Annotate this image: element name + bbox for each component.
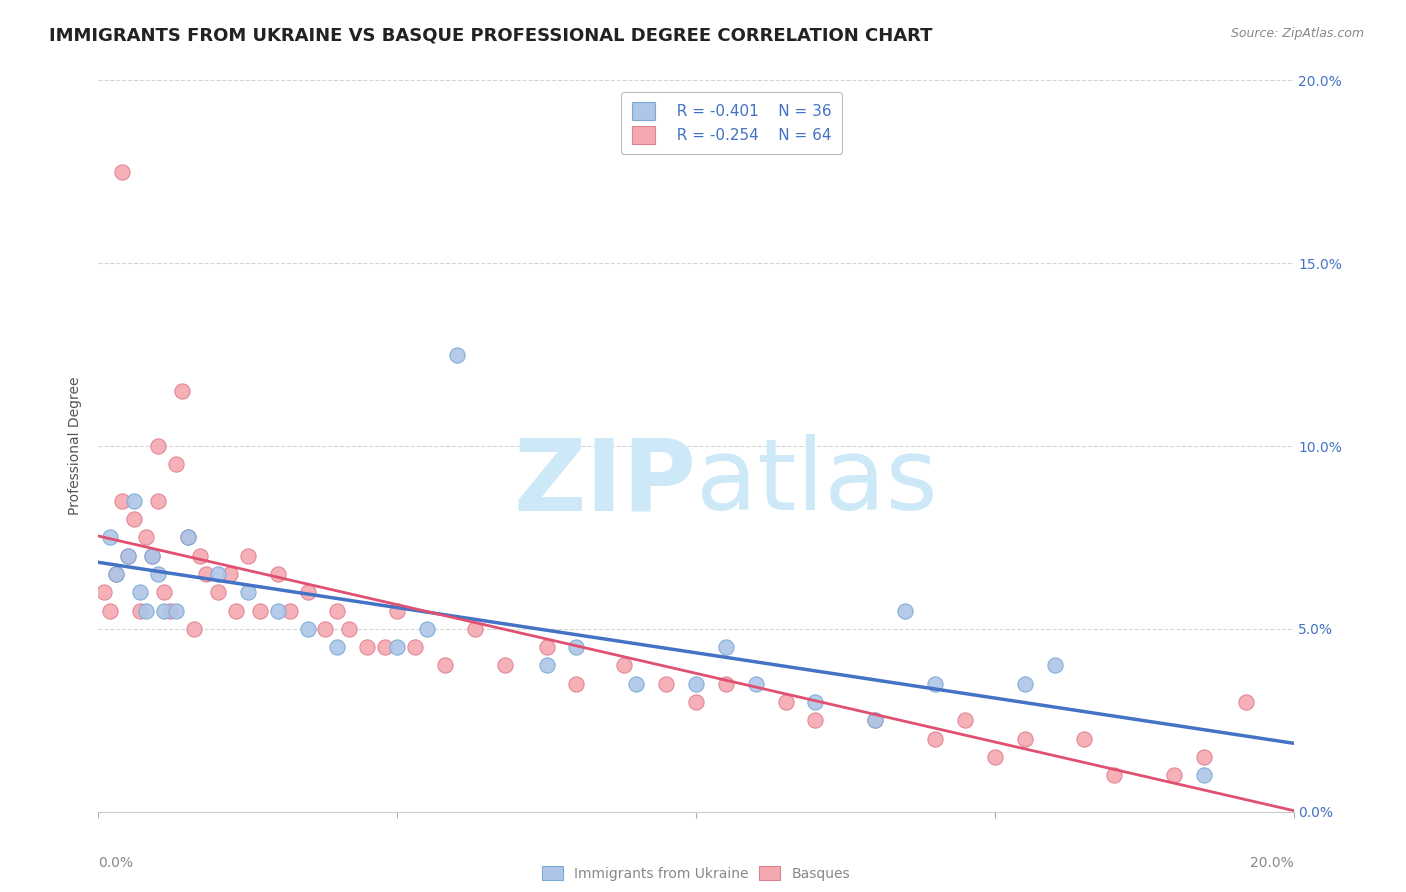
Point bbox=[249, 603, 271, 617]
Text: 0.0%: 0.0% bbox=[98, 855, 134, 870]
Legend: Immigrants from Ukraine, Basques: Immigrants from Ukraine, Basques bbox=[534, 859, 858, 888]
Point bbox=[464, 622, 486, 636]
Point bbox=[404, 640, 426, 655]
Point bbox=[385, 640, 409, 655]
Point bbox=[195, 567, 218, 582]
Point bbox=[111, 164, 134, 178]
Point bbox=[105, 567, 128, 582]
Point bbox=[804, 695, 827, 709]
Point bbox=[278, 603, 301, 617]
Point bbox=[117, 549, 139, 563]
Point bbox=[775, 695, 797, 709]
Point bbox=[165, 457, 187, 471]
Point bbox=[93, 585, 115, 599]
Point bbox=[236, 549, 259, 563]
Point bbox=[416, 622, 439, 636]
Point bbox=[356, 640, 378, 655]
Point bbox=[172, 384, 194, 398]
Point bbox=[207, 567, 229, 582]
Point bbox=[135, 530, 157, 544]
Point bbox=[148, 439, 170, 453]
Y-axis label: Professional Degree: Professional Degree bbox=[69, 376, 83, 516]
Point bbox=[326, 603, 349, 617]
Point bbox=[1192, 768, 1215, 782]
Point bbox=[148, 494, 170, 508]
Point bbox=[1163, 768, 1185, 782]
Point bbox=[865, 714, 887, 728]
Point bbox=[135, 603, 157, 617]
Point bbox=[565, 676, 588, 690]
Point bbox=[339, 622, 361, 636]
Point bbox=[183, 622, 205, 636]
Text: IMMIGRANTS FROM UKRAINE VS BASQUE PROFESSIONAL DEGREE CORRELATION CHART: IMMIGRANTS FROM UKRAINE VS BASQUE PROFES… bbox=[49, 27, 932, 45]
Point bbox=[129, 585, 152, 599]
Point bbox=[1043, 658, 1066, 673]
Point bbox=[1234, 695, 1257, 709]
Point bbox=[536, 658, 558, 673]
Point bbox=[141, 549, 163, 563]
Point bbox=[124, 494, 146, 508]
Point bbox=[865, 714, 887, 728]
Text: ZIP: ZIP bbox=[513, 434, 696, 531]
Point bbox=[98, 530, 122, 544]
Point bbox=[924, 731, 946, 746]
Text: 20.0%: 20.0% bbox=[1250, 855, 1294, 870]
Point bbox=[315, 622, 337, 636]
Point bbox=[219, 567, 242, 582]
Point bbox=[129, 603, 152, 617]
Point bbox=[685, 695, 707, 709]
Point bbox=[984, 749, 1007, 764]
Point bbox=[714, 640, 737, 655]
Point bbox=[626, 676, 648, 690]
Point bbox=[236, 585, 259, 599]
Point bbox=[188, 549, 211, 563]
Point bbox=[655, 676, 678, 690]
Point bbox=[385, 603, 409, 617]
Point bbox=[225, 603, 247, 617]
Point bbox=[613, 658, 636, 673]
Point bbox=[745, 676, 768, 690]
Point bbox=[165, 603, 187, 617]
Point bbox=[207, 585, 229, 599]
Point bbox=[297, 585, 319, 599]
Point bbox=[1014, 676, 1036, 690]
Point bbox=[177, 530, 200, 544]
Point bbox=[105, 567, 128, 582]
Point bbox=[434, 658, 457, 673]
Point bbox=[124, 512, 146, 526]
Point bbox=[374, 640, 396, 655]
Text: Source: ZipAtlas.com: Source: ZipAtlas.com bbox=[1230, 27, 1364, 40]
Point bbox=[111, 494, 134, 508]
Point bbox=[177, 530, 200, 544]
Point bbox=[1104, 768, 1126, 782]
Point bbox=[98, 603, 122, 617]
Point bbox=[153, 603, 176, 617]
Point bbox=[953, 714, 976, 728]
Point bbox=[924, 676, 946, 690]
Point bbox=[153, 585, 176, 599]
Point bbox=[804, 714, 827, 728]
Point bbox=[326, 640, 349, 655]
Point bbox=[446, 347, 468, 362]
Point bbox=[1192, 749, 1215, 764]
Point bbox=[714, 676, 737, 690]
Point bbox=[148, 567, 170, 582]
Point bbox=[297, 622, 319, 636]
Point bbox=[685, 676, 707, 690]
Point bbox=[536, 640, 558, 655]
Point bbox=[117, 549, 139, 563]
Point bbox=[894, 603, 917, 617]
Text: atlas: atlas bbox=[696, 434, 938, 531]
Point bbox=[1073, 731, 1095, 746]
Point bbox=[159, 603, 181, 617]
Point bbox=[267, 603, 290, 617]
Point bbox=[1014, 731, 1036, 746]
Point bbox=[494, 658, 516, 673]
Point bbox=[141, 549, 163, 563]
Point bbox=[565, 640, 588, 655]
Point bbox=[267, 567, 290, 582]
